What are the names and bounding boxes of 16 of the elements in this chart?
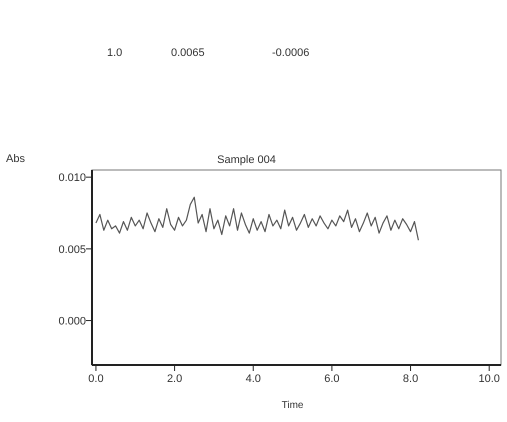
y-tick-label: 0.010: [58, 172, 86, 184]
x-tick-label: 0.0: [88, 373, 104, 385]
y-tick-label: 0.005: [58, 244, 86, 256]
y-axis-title: Abs: [6, 153, 26, 165]
x-axis-title: Time: [282, 400, 304, 411]
text: 0.0065: [171, 47, 205, 59]
x-tick-label: 8.0: [402, 373, 418, 385]
line-series: [95, 196, 420, 241]
x-tick-label: 10.0: [478, 373, 500, 385]
chart-title: Sample 004: [217, 154, 276, 166]
x-tick-label: 2.0: [166, 373, 182, 385]
x-tick-label: 4.0: [246, 373, 261, 385]
y-tick-label: 0.000: [58, 316, 86, 328]
text: -0.0006: [272, 47, 310, 59]
text: 1.0: [107, 47, 122, 59]
x-tick-label: 6.0: [324, 373, 340, 385]
